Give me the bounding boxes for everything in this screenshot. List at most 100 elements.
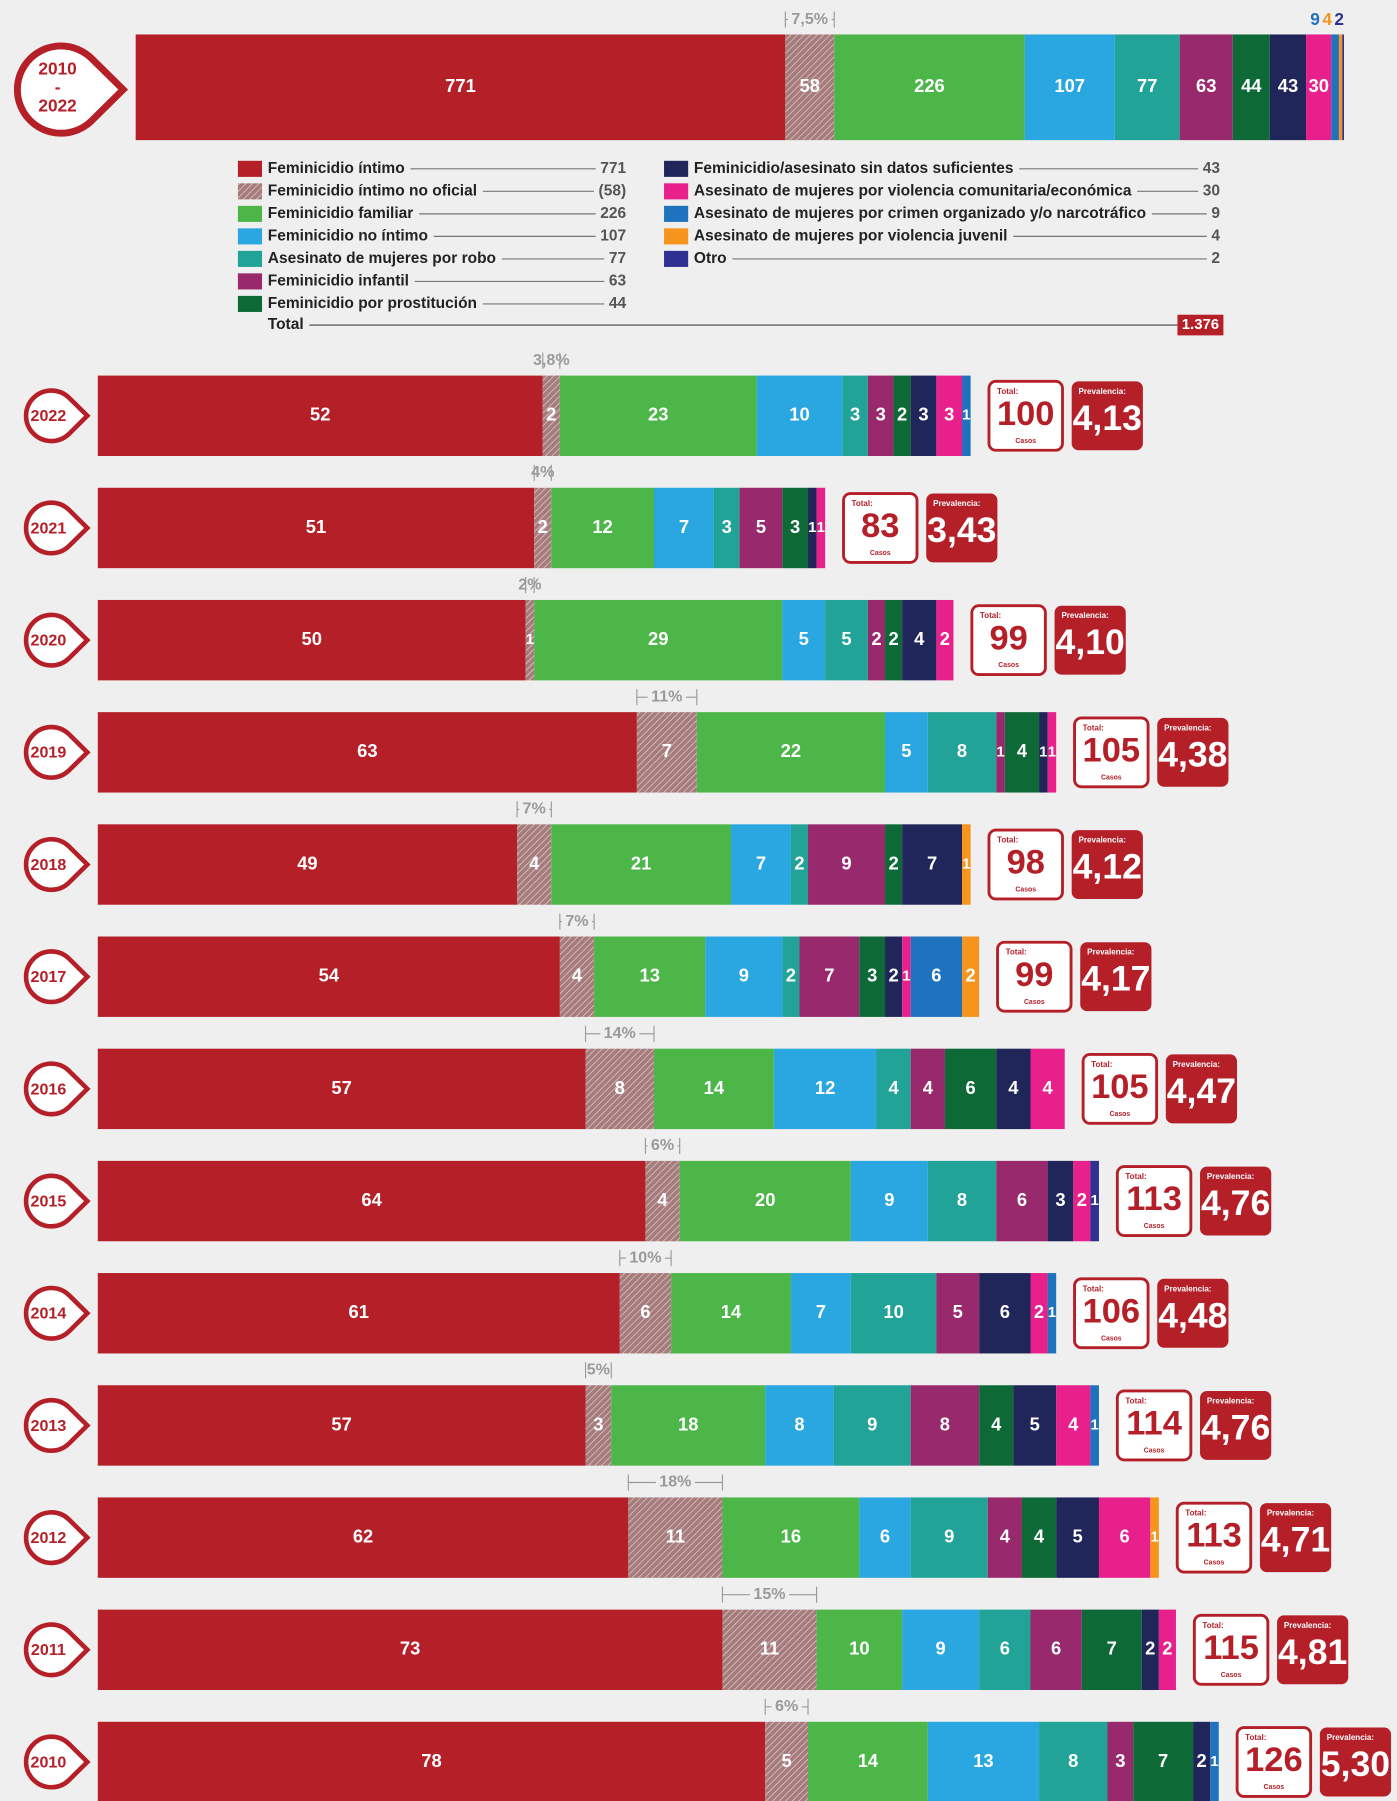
legend-swatch — [237, 250, 263, 267]
segment-label: 5 — [1072, 1525, 1082, 1546]
bar-segment — [936, 1273, 980, 1354]
bar-segment — [816, 1609, 903, 1691]
segment-label: 1 — [1091, 1416, 1099, 1433]
total-box — [1235, 1726, 1313, 1798]
year-badge — [23, 612, 91, 668]
segment-label: 57 — [331, 1413, 351, 1434]
legend-value: 63 — [609, 273, 627, 290]
segment-label: 10 — [789, 404, 809, 425]
prevalence-caption: Prevalencia: — [1207, 1396, 1254, 1405]
bar-segment — [722, 1497, 860, 1578]
segment-label: 4 — [657, 1189, 668, 1210]
segment-label: 2 — [871, 628, 881, 649]
total-box — [1115, 1165, 1193, 1237]
cases-caption: Casos — [1015, 438, 1036, 445]
bar-segment — [790, 824, 809, 905]
bar-segment — [671, 1273, 791, 1354]
segment-label: 2 — [546, 404, 556, 425]
segment-label: 14 — [704, 1077, 725, 1098]
segment-label: 1 — [1150, 1529, 1158, 1546]
segment-label: 61 — [349, 1301, 369, 1322]
prevalence-value: 5,30 — [1321, 1744, 1390, 1784]
segment-label: 6 — [1017, 1189, 1027, 1210]
segment-label: 9 — [841, 852, 851, 873]
segment-label: 13 — [640, 965, 660, 986]
total-caption: Total: — [1202, 1621, 1223, 1630]
segment-label: 29 — [648, 628, 668, 649]
segment-label: 2 — [888, 628, 898, 649]
segment-label: 16 — [781, 1525, 801, 1546]
legend-label: Feminicidio íntimo — [268, 160, 405, 177]
segment-label: 50 — [301, 628, 321, 649]
bar-segment — [619, 1273, 672, 1354]
segment-label: 3 — [944, 404, 954, 425]
bar-segment — [1331, 34, 1339, 141]
bar-segment — [1158, 1609, 1176, 1691]
share-label: 7,5% — [791, 10, 828, 28]
segment-label: 8 — [1068, 1750, 1078, 1771]
prevalence-box — [1259, 1503, 1332, 1573]
segment-label: 8 — [794, 1413, 804, 1434]
bar-segment — [867, 375, 894, 456]
total-caption: Total: — [1185, 1509, 1206, 1518]
segment-label: 6 — [1000, 1638, 1010, 1659]
bar-segment — [594, 936, 706, 1017]
legend-label: Feminicidio/asesinato sin datos suficien… — [694, 160, 1014, 177]
bar-segment — [842, 375, 868, 456]
segment-label: 51 — [306, 516, 326, 537]
segment-label: 11 — [760, 1638, 779, 1659]
share-label: 5% — [587, 1361, 610, 1379]
bar-segment — [910, 1048, 945, 1130]
bar-segment — [97, 824, 518, 905]
bar-segment — [1090, 1160, 1099, 1242]
prevalence-box — [1054, 605, 1126, 675]
bar-segment — [808, 487, 817, 569]
prevalence-value: 4,47 — [1167, 1071, 1236, 1111]
bar-segment — [756, 375, 843, 456]
year-badge — [23, 836, 91, 893]
cases-caption: Casos — [870, 550, 891, 557]
bar-segment — [585, 1048, 654, 1130]
prevalence-caption: Prevalencia: — [1284, 1621, 1331, 1630]
cases-caption: Casos — [1024, 999, 1045, 1006]
bar-segment — [782, 599, 826, 681]
bar-segment — [713, 487, 740, 569]
legend-swatch — [664, 160, 689, 177]
year-badge — [23, 1061, 91, 1117]
segment-label: 4 — [1017, 740, 1028, 761]
total-value: 99 — [1015, 956, 1053, 994]
segment-label: 2 — [794, 852, 804, 873]
total-caption: Total: — [1245, 1733, 1266, 1742]
bar-segment — [722, 1609, 817, 1691]
bar-segment — [1056, 1497, 1099, 1578]
prevalence-caption: Prevalencia: — [1079, 387, 1126, 396]
total-value: 114 — [1126, 1405, 1182, 1443]
segment-label: 3 — [722, 516, 732, 537]
legend-value: (58) — [599, 182, 627, 199]
bar-segment — [927, 712, 997, 793]
bar-segment — [885, 936, 903, 1017]
year-badge — [23, 1734, 91, 1790]
segment-label: 7 — [679, 516, 689, 537]
total-box — [842, 492, 919, 564]
legend-label: Feminicidio por prostitución — [268, 295, 477, 312]
bar-segment — [679, 1160, 851, 1242]
share-label: 18% — [659, 1473, 691, 1491]
segment-label: 8 — [940, 1413, 950, 1434]
bar-segment — [97, 1721, 766, 1801]
segment-label: 2 — [888, 852, 898, 873]
prevalence-box — [1157, 1278, 1229, 1348]
segment-label: 4 — [1068, 1413, 1079, 1434]
segment-label: 7 — [662, 740, 672, 761]
prevalence-box — [1071, 830, 1143, 899]
segment-label: 2 — [786, 965, 796, 986]
bar-segment — [534, 599, 783, 681]
legend-label: Asesinato de mujeres por violencia comun… — [694, 182, 1132, 199]
segment-label: 2 — [1077, 1189, 1087, 1210]
total-box — [1081, 1052, 1159, 1125]
bar-segment — [1056, 1385, 1091, 1466]
bar-segment — [902, 599, 937, 681]
total-box — [1177, 314, 1224, 336]
segment-label: 6 — [931, 965, 941, 986]
